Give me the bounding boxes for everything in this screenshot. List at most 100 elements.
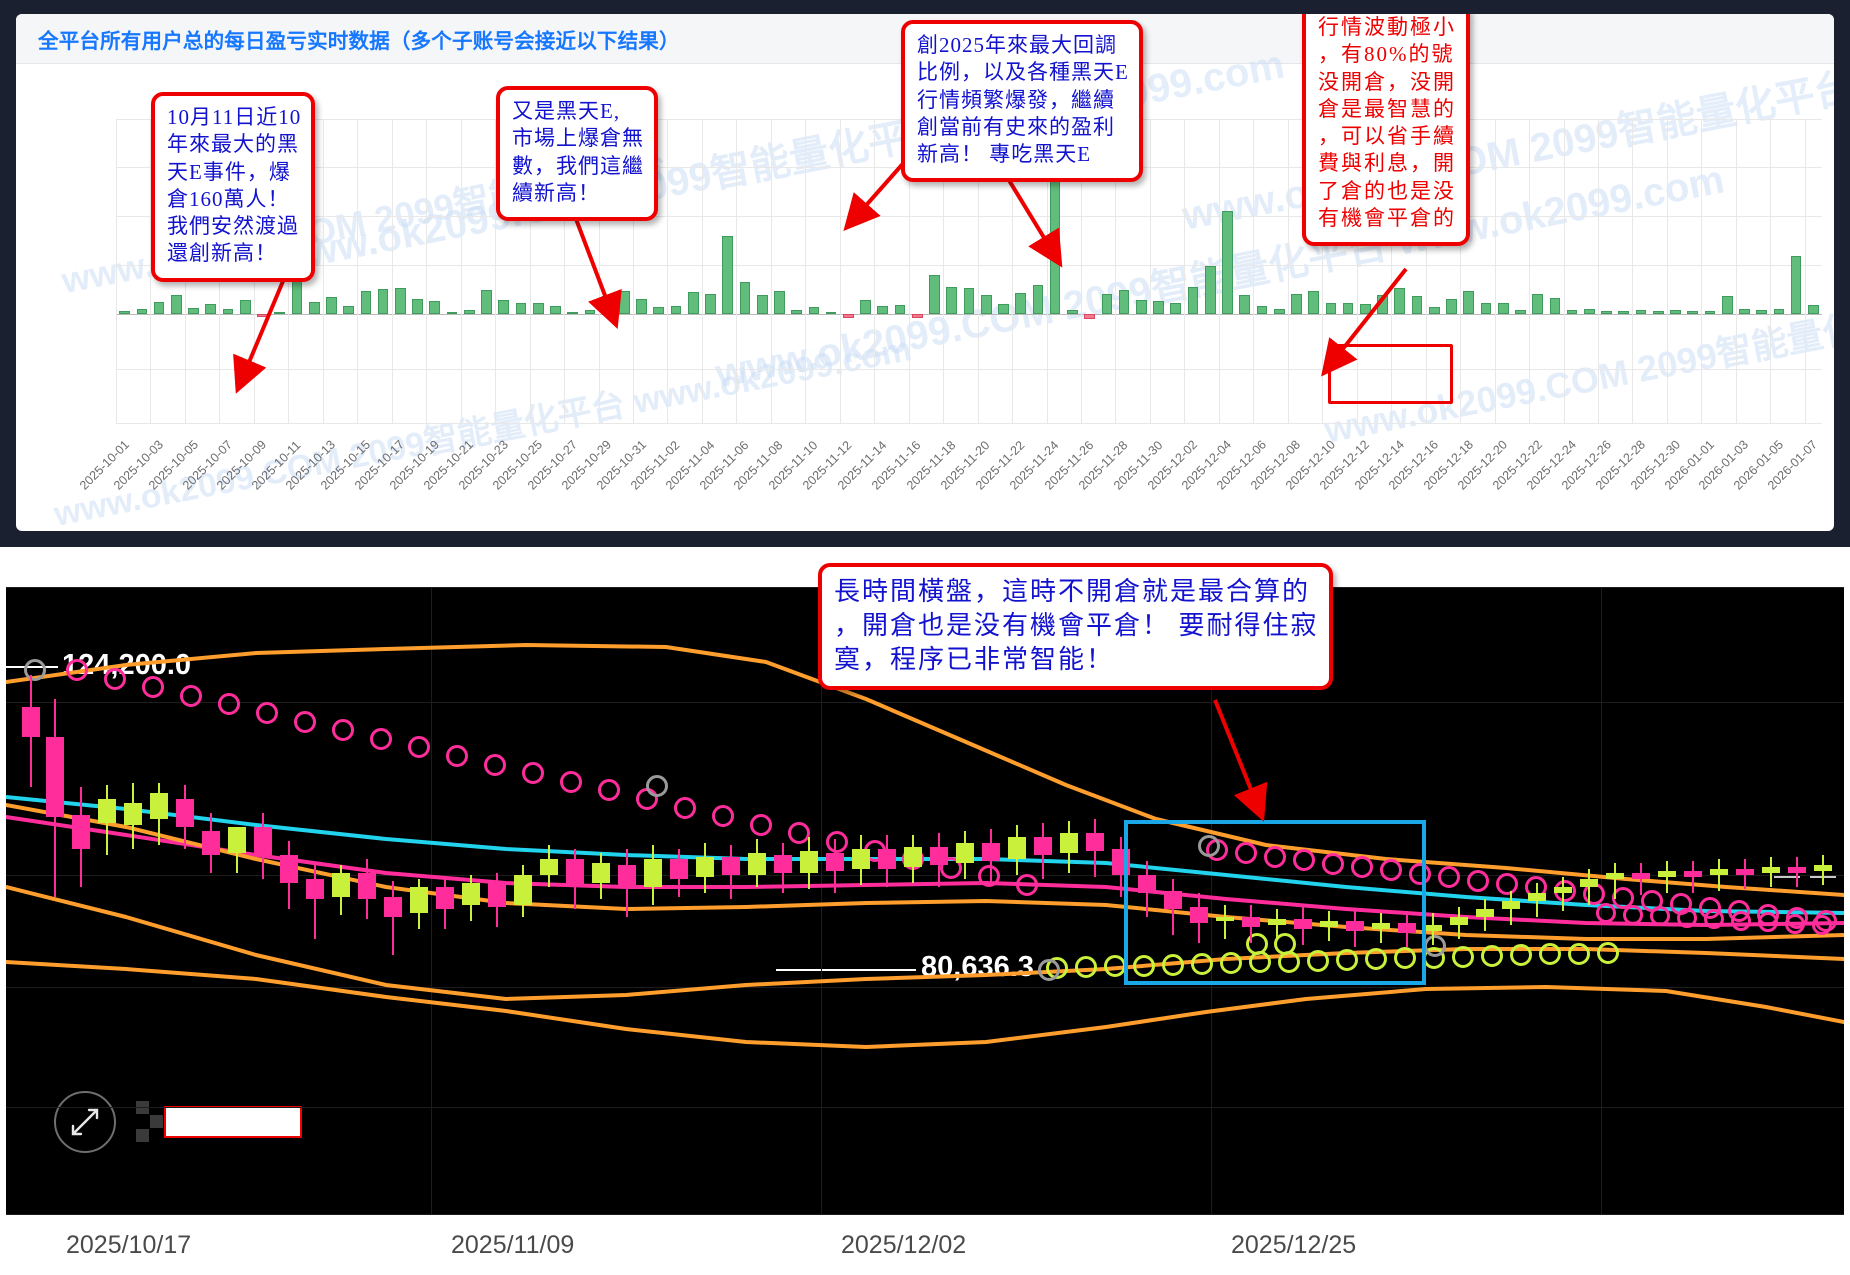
candlestick[interactable] [1528, 587, 1546, 1215]
pnl-bar[interactable] [946, 286, 958, 314]
candlestick[interactable] [98, 587, 116, 1215]
candlestick[interactable] [1658, 587, 1676, 1215]
candlestick[interactable] [332, 587, 350, 1215]
candlestick[interactable] [1346, 587, 1364, 1215]
pnl-bar[interactable] [1067, 310, 1078, 314]
candlestick[interactable] [1242, 587, 1260, 1215]
candlestick[interactable] [358, 587, 376, 1215]
candlestick[interactable] [436, 587, 454, 1215]
candlestick[interactable] [800, 587, 818, 1215]
pnl-bar[interactable] [1446, 299, 1457, 314]
candlestick[interactable] [878, 587, 896, 1215]
candlestick[interactable] [670, 587, 688, 1215]
pnl-bar[interactable] [360, 291, 372, 314]
candlestick[interactable] [1424, 587, 1442, 1215]
pnl-bar[interactable] [601, 296, 613, 314]
pnl-bar[interactable] [1032, 284, 1044, 314]
candlestick[interactable] [852, 587, 870, 1215]
candlestick[interactable] [1086, 587, 1104, 1215]
pnl-bar[interactable] [619, 291, 630, 314]
pnl-bar[interactable] [1153, 300, 1164, 314]
pnl-bar[interactable] [377, 289, 389, 314]
pnl-bar[interactable] [239, 299, 251, 314]
candlestick[interactable] [384, 587, 402, 1215]
candlestick[interactable] [1138, 587, 1156, 1215]
pnl-bar[interactable] [1170, 303, 1182, 314]
pnl-bar[interactable] [119, 311, 130, 314]
candlestick[interactable] [982, 587, 1000, 1215]
candlestick[interactable] [566, 587, 584, 1215]
pnl-bar[interactable] [963, 287, 975, 314]
candlestick[interactable] [540, 587, 558, 1215]
pnl-bar[interactable] [1515, 310, 1526, 314]
candlestick[interactable] [904, 587, 922, 1215]
pnl-bar[interactable] [877, 306, 889, 314]
pnl-bar[interactable] [1739, 308, 1750, 314]
candlestick[interactable] [306, 587, 324, 1215]
candlestick[interactable] [72, 587, 90, 1215]
pnl-bar[interactable] [1273, 308, 1285, 314]
pnl-bar[interactable] [774, 291, 785, 314]
pnl-bar[interactable] [911, 314, 923, 319]
pnl-bar[interactable] [1084, 314, 1095, 320]
pnl-bar[interactable] [1291, 293, 1302, 314]
candlestick[interactable] [124, 587, 142, 1215]
pnl-bar[interactable] [722, 236, 734, 314]
pnl-bar[interactable] [1256, 306, 1268, 314]
pnl-bar[interactable] [1118, 290, 1130, 314]
pnl-bar[interactable] [1239, 294, 1251, 314]
pnl-bar[interactable] [860, 299, 871, 314]
candlestick[interactable] [22, 587, 40, 1215]
candlestick[interactable] [956, 587, 974, 1215]
pnl-bar[interactable] [1360, 304, 1371, 314]
pnl-bar[interactable] [394, 287, 406, 314]
pnl-bar[interactable] [843, 314, 854, 319]
pnl-bar[interactable] [756, 294, 768, 314]
pnl-bar[interactable] [498, 299, 510, 314]
candlestick[interactable] [1476, 587, 1494, 1215]
pnl-bar[interactable] [412, 299, 423, 314]
candlestick[interactable] [150, 587, 168, 1215]
candlestick[interactable] [1294, 587, 1312, 1215]
candlestick[interactable] [826, 587, 844, 1215]
candlestick[interactable] [592, 587, 610, 1215]
pnl-bar[interactable] [446, 312, 458, 314]
candlestick[interactable] [696, 587, 714, 1215]
pnl-bar[interactable] [532, 303, 544, 314]
pnl-bar[interactable] [705, 293, 716, 314]
candlestick[interactable] [644, 587, 662, 1215]
pnl-bar[interactable] [929, 275, 940, 314]
candlestick[interactable] [748, 587, 766, 1215]
candlestick[interactable] [1554, 587, 1572, 1215]
pnl-bar[interactable] [1618, 311, 1630, 314]
pnl-bar[interactable] [636, 299, 647, 314]
pnl-bar[interactable] [1394, 288, 1406, 314]
pnl-bar[interactable] [481, 290, 492, 314]
pnl-bar[interactable] [808, 306, 820, 314]
pnl-bar[interactable] [998, 304, 1009, 314]
candlestick[interactable] [1814, 587, 1832, 1215]
candlestick[interactable] [202, 587, 220, 1215]
pnl-bar[interactable] [1325, 303, 1337, 314]
candlestick[interactable] [1034, 587, 1052, 1215]
pnl-bar[interactable] [222, 308, 234, 314]
pnl-bar[interactable] [1222, 210, 1233, 314]
candlestick[interactable] [1216, 587, 1234, 1215]
pnl-bar[interactable] [1101, 293, 1113, 314]
pnl-bar[interactable] [1687, 311, 1699, 314]
pnl-bar[interactable] [584, 309, 596, 314]
pnl-bar[interactable] [1808, 305, 1819, 314]
candlestick[interactable] [1502, 587, 1520, 1215]
pnl-bar[interactable] [1377, 294, 1388, 314]
pnl-bar[interactable] [257, 314, 268, 317]
candlestick[interactable] [410, 587, 428, 1215]
pnl-bar[interactable] [170, 294, 182, 314]
pnl-bar[interactable] [894, 305, 906, 314]
pnl-bar[interactable] [1601, 311, 1612, 314]
pnl-bar[interactable] [1584, 308, 1595, 314]
candlestick[interactable] [1710, 587, 1728, 1215]
pnl-bar[interactable] [1411, 296, 1423, 314]
pnl-bar[interactable] [1428, 306, 1440, 314]
pnl-bar[interactable] [1342, 302, 1354, 314]
pnl-bar[interactable] [1532, 293, 1543, 314]
